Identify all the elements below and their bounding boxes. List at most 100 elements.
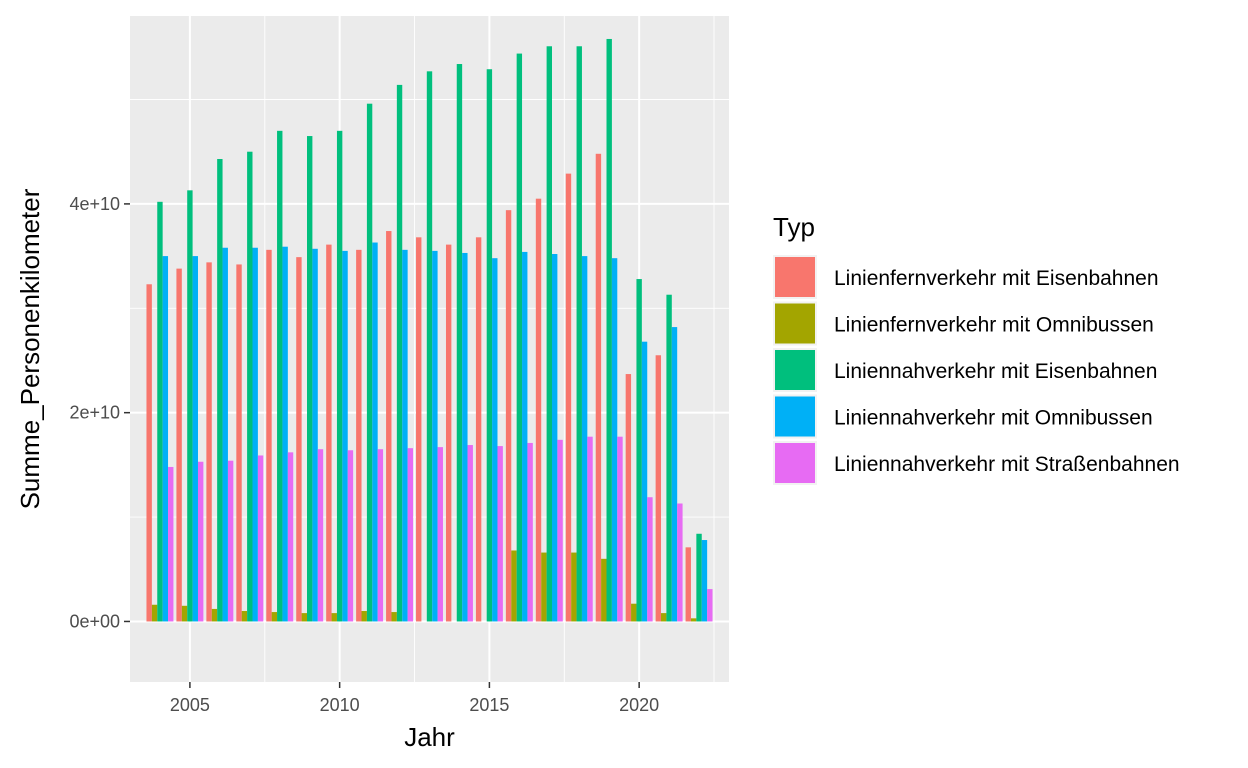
bar-liniennahverkehr-mit-omnibussen-2015 xyxy=(492,258,498,622)
bar-linienfernverkehr-mit-omnibussen-2019 xyxy=(601,558,607,622)
bar-liniennahverkehr-mit-eisenbahnen-2012 xyxy=(396,84,403,622)
x-axis: 2005 2010 2015 2020 xyxy=(170,682,659,715)
bar-liniennahverkehr-mit-omnibussen-2004 xyxy=(162,256,169,622)
bar-liniennahverkehr-mit-omnibussen-2011 xyxy=(372,242,378,622)
x-tick-label: 2005 xyxy=(170,695,210,715)
legend-label: Linienfernverkehr mit Eisenbahnen xyxy=(834,267,1159,290)
legend-swatch xyxy=(775,350,815,390)
bar-linienfernverkehr-mit-omnibussen-2006 xyxy=(211,608,218,622)
bar-linienfernverkehr-mit-eisenbahnen-2022 xyxy=(685,547,691,622)
bar-liniennahverkehr-mit-stra-enbahnen-2008 xyxy=(287,452,294,622)
bar-liniennahverkehr-mit-omnibussen-2016 xyxy=(522,251,528,622)
x-tick-label: 2010 xyxy=(320,695,360,715)
legend-swatch xyxy=(775,303,815,344)
legend-swatch xyxy=(775,396,815,437)
bar-linienfernverkehr-mit-eisenbahnen-2009 xyxy=(296,257,302,622)
bar-liniennahverkehr-mit-stra-enbahnen-2007 xyxy=(257,455,264,622)
bar-liniennahverkehr-mit-stra-enbahnen-2011 xyxy=(377,449,384,622)
bar-linienfernverkehr-mit-eisenbahnen-2014 xyxy=(445,244,452,622)
bar-linienfernverkehr-mit-eisenbahnen-2016 xyxy=(505,210,512,622)
y-tick-label: 0e+00 xyxy=(69,611,120,631)
bar-liniennahverkehr-mit-stra-enbahnen-2005 xyxy=(197,461,204,622)
bar-linienfernverkehr-mit-eisenbahnen-2013 xyxy=(416,237,422,622)
legend-items: Linienfernverkehr mit Eisenbahnen Linienf… xyxy=(773,255,1180,485)
y-axis-title: Summe_Personenkilometer xyxy=(15,188,45,509)
legend-label: Liniennahverkehr mit Omnibussen xyxy=(834,407,1153,430)
bar-linienfernverkehr-mit-omnibussen-2005 xyxy=(181,605,188,622)
bar-liniennahverkehr-mit-stra-enbahnen-2020 xyxy=(647,497,653,622)
legend-label: Linienfernverkehr mit Omnibussen xyxy=(834,314,1154,337)
bar-liniennahverkehr-mit-stra-enbahnen-2014 xyxy=(467,445,473,622)
bar-liniennahverkehr-mit-omnibussen-2007 xyxy=(252,247,258,622)
bar-liniennahverkehr-mit-eisenbahnen-2021 xyxy=(666,294,672,622)
bar-liniennahverkehr-mit-stra-enbahnen-2021 xyxy=(677,503,683,622)
bar-linienfernverkehr-mit-omnibussen-2010 xyxy=(331,613,337,622)
bar-liniennahverkehr-mit-stra-enbahnen-2009 xyxy=(317,449,324,622)
bar-linienfernverkehr-mit-eisenbahnen-2020 xyxy=(625,374,632,622)
bar-linienfernverkehr-mit-eisenbahnen-2017 xyxy=(535,198,542,622)
bar-liniennahverkehr-mit-stra-enbahnen-2019 xyxy=(617,436,623,622)
x-tick-label: 2020 xyxy=(619,695,659,715)
legend-swatch xyxy=(775,257,815,297)
bar-linienfernverkehr-mit-omnibussen-2012 xyxy=(391,612,397,622)
bar-liniennahverkehr-mit-omnibussen-2005 xyxy=(192,256,198,622)
legend: Typ Linienfernverkehr mit EisenbahnenLin… xyxy=(773,212,1180,485)
y-tick-label: 2e+10 xyxy=(69,403,120,423)
x-tick-label: 2015 xyxy=(469,695,509,715)
bar-liniennahverkehr-mit-eisenbahnen-2013 xyxy=(426,71,433,622)
bar-liniennahverkehr-mit-eisenbahnen-2004 xyxy=(157,201,163,622)
bar-liniennahverkehr-mit-eisenbahnen-2009 xyxy=(307,136,313,622)
bar-liniennahverkehr-mit-omnibussen-2020 xyxy=(641,341,648,622)
bar-liniennahverkehr-mit-omnibussen-2008 xyxy=(282,246,288,622)
bar-liniennahverkehr-mit-eisenbahnen-2017 xyxy=(546,46,552,622)
bar-liniennahverkehr-mit-omnibussen-2014 xyxy=(462,252,468,622)
bar-linienfernverkehr-mit-eisenbahnen-2021 xyxy=(655,355,662,622)
bar-linienfernverkehr-mit-eisenbahnen-2004 xyxy=(146,284,152,622)
bar-liniennahverkehr-mit-omnibussen-2010 xyxy=(342,250,348,622)
bar-linienfernverkehr-mit-omnibussen-2020 xyxy=(631,603,637,622)
bar-liniennahverkehr-mit-eisenbahnen-2014 xyxy=(456,64,463,622)
bar-linienfernverkehr-mit-eisenbahnen-2006 xyxy=(206,262,212,622)
bar-liniennahverkehr-mit-eisenbahnen-2015 xyxy=(486,69,493,622)
bar-liniennahverkehr-mit-stra-enbahnen-2010 xyxy=(347,450,354,622)
bar-liniennahverkehr-mit-eisenbahnen-2011 xyxy=(366,103,373,622)
y-axis: 0e+00 2e+10 4e+10 xyxy=(69,194,130,631)
legend-title: Typ xyxy=(773,212,815,242)
bar-liniennahverkehr-mit-eisenbahnen-2010 xyxy=(336,130,343,622)
x-axis-title: Jahr xyxy=(404,722,455,752)
bar-linienfernverkehr-mit-omnibussen-2008 xyxy=(271,612,278,622)
bar-liniennahverkehr-mit-eisenbahnen-2016 xyxy=(516,53,523,622)
bar-linienfernverkehr-mit-omnibussen-2011 xyxy=(361,611,367,622)
bar-liniennahverkehr-mit-omnibussen-2006 xyxy=(222,247,228,622)
bar-linienfernverkehr-mit-eisenbahnen-2007 xyxy=(236,264,242,622)
bar-liniennahverkehr-mit-omnibussen-2019 xyxy=(611,258,618,622)
bar-liniennahverkehr-mit-stra-enbahnen-2017 xyxy=(557,439,563,622)
bar-liniennahverkehr-mit-eisenbahnen-2006 xyxy=(217,159,223,622)
legend-label: Liniennahverkehr mit Straßenbahnen xyxy=(834,453,1180,476)
bar-liniennahverkehr-mit-eisenbahnen-2022 xyxy=(696,533,702,622)
bar-linienfernverkehr-mit-eisenbahnen-2011 xyxy=(356,249,362,622)
bar-linienfernverkehr-mit-omnibussen-2007 xyxy=(241,611,248,622)
bar-linienfernverkehr-mit-omnibussen-2016 xyxy=(511,550,517,622)
bar-linienfernverkehr-mit-omnibussen-2009 xyxy=(301,613,308,622)
bar-linienfernverkehr-mit-omnibussen-2022 xyxy=(690,618,697,622)
bar-liniennahverkehr-mit-stra-enbahnen-2012 xyxy=(407,448,414,622)
bar-liniennahverkehr-mit-stra-enbahnen-2016 xyxy=(527,442,533,622)
legend-swatch xyxy=(775,443,815,483)
bar-linienfernverkehr-mit-omnibussen-2021 xyxy=(661,613,667,622)
legend-label: Liniennahverkehr mit Eisenbahnen xyxy=(834,360,1157,383)
bar-linienfernverkehr-mit-eisenbahnen-2008 xyxy=(266,249,272,622)
bar-liniennahverkehr-mit-omnibussen-2022 xyxy=(701,540,708,622)
bar-linienfernverkehr-mit-omnibussen-2004 xyxy=(151,604,158,622)
bar-liniennahverkehr-mit-omnibussen-2009 xyxy=(312,248,318,622)
bar-liniennahverkehr-mit-eisenbahnen-2008 xyxy=(277,130,283,622)
bar-liniennahverkehr-mit-stra-enbahnen-2022 xyxy=(707,589,713,622)
bar-liniennahverkehr-mit-stra-enbahnen-2004 xyxy=(168,466,174,622)
y-tick-label: 4e+10 xyxy=(69,194,120,214)
bar-liniennahverkehr-mit-eisenbahnen-2005 xyxy=(187,190,193,622)
bar-linienfernverkehr-mit-eisenbahnen-2005 xyxy=(176,268,182,622)
bar-liniennahverkehr-mit-stra-enbahnen-2006 xyxy=(227,460,234,622)
bar-liniennahverkehr-mit-eisenbahnen-2020 xyxy=(636,279,642,622)
bar-linienfernverkehr-mit-eisenbahnen-2018 xyxy=(565,173,572,622)
bar-liniennahverkehr-mit-omnibussen-2018 xyxy=(581,256,588,622)
